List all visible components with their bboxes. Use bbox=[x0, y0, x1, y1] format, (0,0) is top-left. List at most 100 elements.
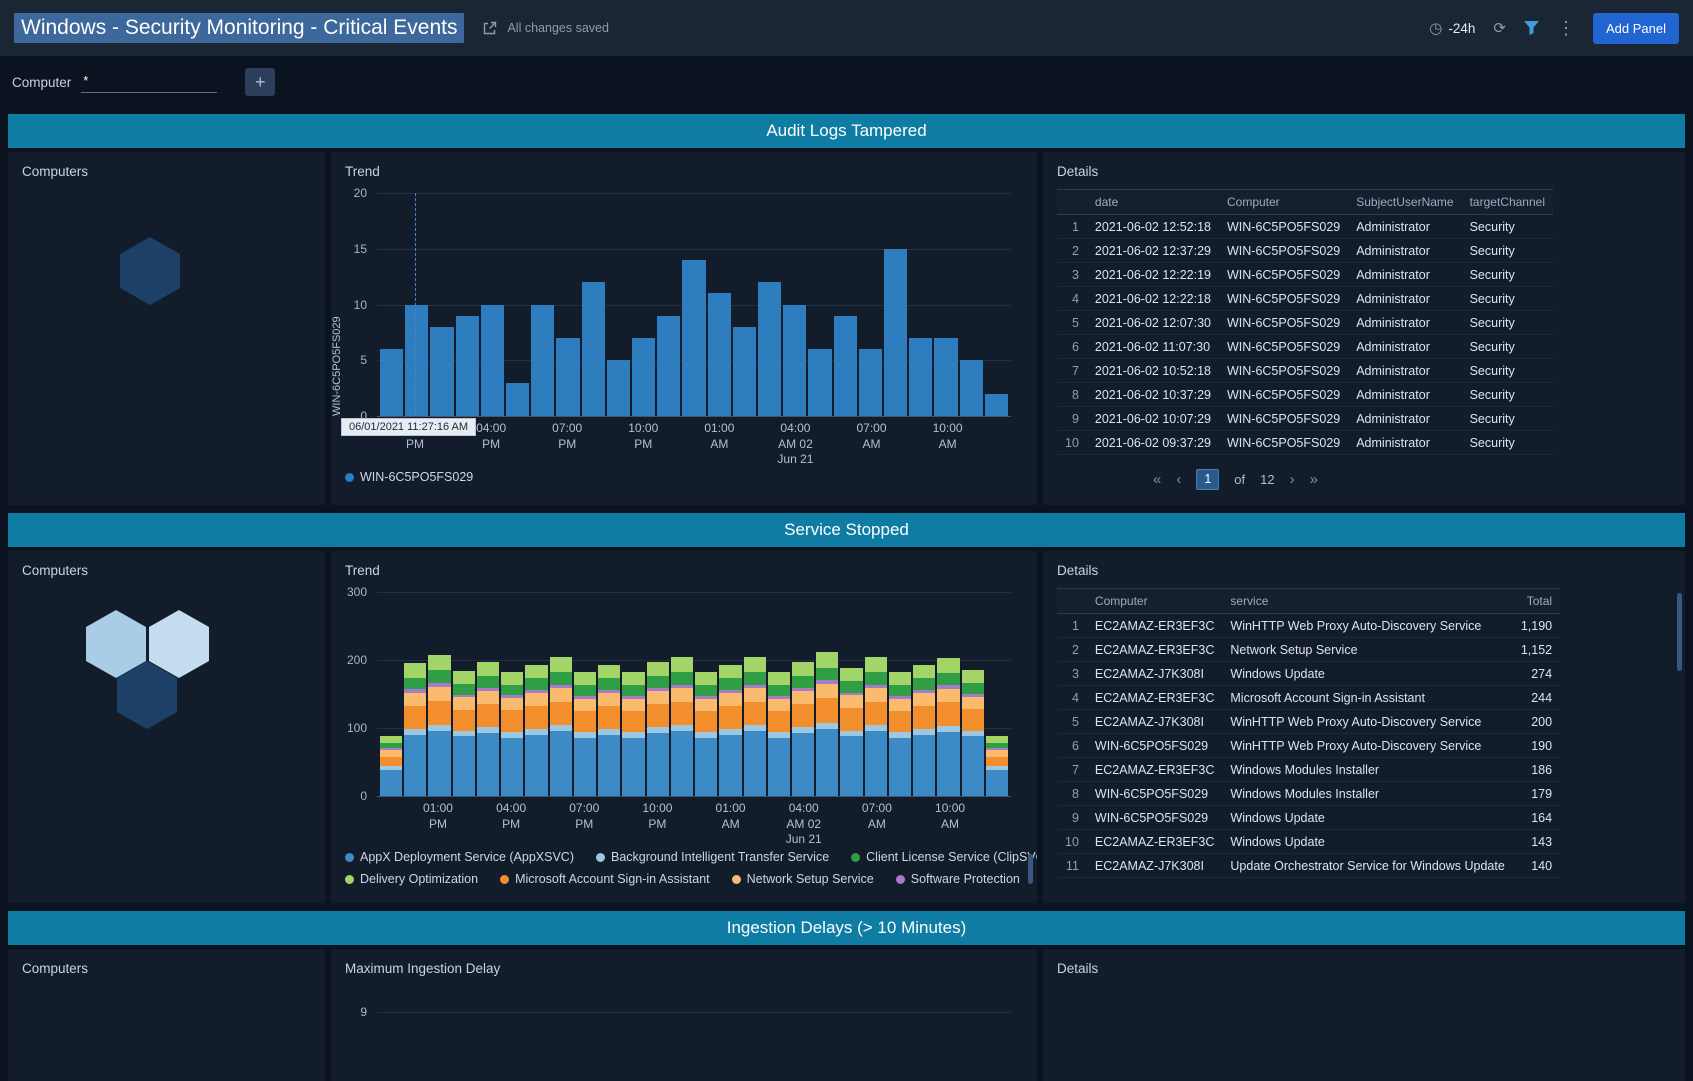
bar[interactable] bbox=[477, 592, 499, 796]
bar[interactable] bbox=[574, 592, 596, 796]
bar[interactable] bbox=[708, 193, 731, 416]
column-header[interactable]: targetChannel bbox=[1462, 190, 1553, 215]
bar[interactable] bbox=[682, 193, 705, 416]
bar[interactable] bbox=[859, 193, 882, 416]
bar[interactable] bbox=[531, 193, 554, 416]
bar[interactable] bbox=[719, 592, 741, 796]
bar[interactable] bbox=[632, 193, 655, 416]
bar[interactable] bbox=[937, 592, 959, 796]
computer-filter-input[interactable]: * bbox=[81, 71, 217, 93]
table-row[interactable]: 6WIN-6C5PO5FS029WinHTTP Web Proxy Auto-D… bbox=[1057, 734, 1560, 758]
dashboard-title[interactable]: Windows - Security Monitoring - Critical… bbox=[14, 13, 464, 43]
column-header[interactable]: Total bbox=[1513, 589, 1560, 614]
bar[interactable] bbox=[428, 592, 450, 796]
bar[interactable] bbox=[556, 193, 579, 416]
legend-item[interactable]: Background Intelligent Transfer Service bbox=[596, 850, 829, 864]
bar[interactable] bbox=[501, 592, 523, 796]
table-row[interactable]: 11EC2AMAZ-J7K308IUpdate Orchestrator Ser… bbox=[1057, 854, 1560, 878]
bar[interactable] bbox=[744, 592, 766, 796]
bar[interactable] bbox=[913, 592, 935, 796]
table-row[interactable]: 62021-06-02 11:07:30WIN-6C5PO5FS029Admin… bbox=[1057, 335, 1553, 359]
bar[interactable] bbox=[582, 193, 605, 416]
column-header[interactable]: date bbox=[1087, 190, 1219, 215]
bar[interactable] bbox=[889, 592, 911, 796]
bar[interactable] bbox=[834, 193, 857, 416]
first-page-button[interactable]: « bbox=[1153, 471, 1161, 488]
bar[interactable] bbox=[380, 592, 402, 796]
filter-icon[interactable] bbox=[1524, 21, 1539, 35]
bar[interactable] bbox=[453, 592, 475, 796]
bar[interactable] bbox=[657, 193, 680, 416]
column-header[interactable]: SubjectUserName bbox=[1348, 190, 1461, 215]
refresh-icon[interactable]: ⟳ bbox=[1493, 19, 1506, 37]
column-header[interactable] bbox=[1057, 190, 1087, 215]
last-page-button[interactable]: » bbox=[1310, 471, 1318, 488]
legend-item[interactable]: Microsoft Account Sign-in Assistant bbox=[500, 872, 710, 886]
bar[interactable] bbox=[909, 193, 932, 416]
bar[interactable] bbox=[380, 193, 403, 416]
table-row[interactable]: 3EC2AMAZ-J7K308IWindows Update274 bbox=[1057, 662, 1560, 686]
computer-hexagon[interactable] bbox=[120, 237, 180, 305]
bar[interactable] bbox=[607, 193, 630, 416]
current-page[interactable]: 1 bbox=[1196, 469, 1219, 490]
kebab-menu-icon[interactable]: ⋮ bbox=[1557, 18, 1575, 39]
share-icon[interactable] bbox=[482, 21, 497, 36]
bar[interactable] bbox=[758, 193, 781, 416]
table-row[interactable]: 9WIN-6C5PO5FS029Windows Update164 bbox=[1057, 806, 1560, 830]
bar[interactable] bbox=[962, 592, 984, 796]
table-row[interactable]: 7EC2AMAZ-ER3EF3CWindows Modules Installe… bbox=[1057, 758, 1560, 782]
next-page-button[interactable]: › bbox=[1290, 471, 1295, 488]
legend-item[interactable]: Client License Service (ClipSVC) bbox=[851, 850, 1037, 864]
add-filter-button[interactable]: + bbox=[245, 68, 275, 96]
bar[interactable] bbox=[783, 193, 806, 416]
time-range-button[interactable]: ◷ -24h bbox=[1429, 19, 1475, 37]
table-row[interactable]: 1EC2AMAZ-ER3EF3CWinHTTP Web Proxy Auto-D… bbox=[1057, 614, 1560, 638]
bar[interactable] bbox=[985, 193, 1008, 416]
bar[interactable] bbox=[733, 193, 756, 416]
table-row[interactable]: 72021-06-02 10:52:18WIN-6C5PO5FS029Admin… bbox=[1057, 359, 1553, 383]
bar[interactable] bbox=[960, 193, 983, 416]
prev-page-button[interactable]: ‹ bbox=[1176, 471, 1181, 488]
bar[interactable] bbox=[598, 592, 620, 796]
bar[interactable] bbox=[816, 592, 838, 796]
table-row[interactable]: 102021-06-02 09:37:29WIN-6C5PO5FS029Admi… bbox=[1057, 431, 1553, 455]
bar[interactable] bbox=[456, 193, 479, 416]
bar[interactable] bbox=[986, 592, 1008, 796]
details-scrollbar[interactable] bbox=[1677, 593, 1682, 671]
bar[interactable] bbox=[405, 193, 428, 416]
bar[interactable] bbox=[884, 193, 907, 416]
bar[interactable] bbox=[768, 592, 790, 796]
section-header-service-stopped[interactable]: Service Stopped bbox=[8, 513, 1685, 547]
table-row[interactable]: 8WIN-6C5PO5FS029Windows Modules Installe… bbox=[1057, 782, 1560, 806]
bar[interactable] bbox=[404, 592, 426, 796]
legend-item[interactable]: WIN-6C5PO5FS029 bbox=[345, 470, 473, 484]
column-header[interactable]: Computer bbox=[1087, 589, 1222, 614]
bar[interactable] bbox=[506, 193, 529, 416]
table-row[interactable]: 82021-06-02 10:37:29WIN-6C5PO5FS029Admin… bbox=[1057, 383, 1553, 407]
bar[interactable] bbox=[808, 193, 831, 416]
bar[interactable] bbox=[525, 592, 547, 796]
bar[interactable] bbox=[671, 592, 693, 796]
bar[interactable] bbox=[647, 592, 669, 796]
bar[interactable] bbox=[792, 592, 814, 796]
bar[interactable] bbox=[550, 592, 572, 796]
table-row[interactable]: 52021-06-02 12:07:30WIN-6C5PO5FS029Admin… bbox=[1057, 311, 1553, 335]
bar[interactable] bbox=[840, 592, 862, 796]
table-row[interactable]: 12021-06-02 12:52:18WIN-6C5PO5FS029Admin… bbox=[1057, 215, 1553, 239]
table-row[interactable]: 42021-06-02 12:22:18WIN-6C5PO5FS029Admin… bbox=[1057, 287, 1553, 311]
bar[interactable] bbox=[481, 193, 504, 416]
section-header-audit-logs-tampered[interactable]: Audit Logs Tampered bbox=[8, 114, 1685, 148]
table-row[interactable]: 22021-06-02 12:37:29WIN-6C5PO5FS029Admin… bbox=[1057, 239, 1553, 263]
table-row[interactable]: 32021-06-02 12:22:19WIN-6C5PO5FS029Admin… bbox=[1057, 263, 1553, 287]
add-panel-button[interactable]: Add Panel bbox=[1593, 13, 1679, 44]
table-row[interactable]: 2EC2AMAZ-ER3EF3CNetwork Setup Service1,1… bbox=[1057, 638, 1560, 662]
bar[interactable] bbox=[934, 193, 957, 416]
table-row[interactable]: 4EC2AMAZ-ER3EF3CMicrosoft Account Sign-i… bbox=[1057, 686, 1560, 710]
column-header[interactable]: Computer bbox=[1219, 190, 1348, 215]
section-header-ingestion-delays[interactable]: Ingestion Delays (> 10 Minutes) bbox=[8, 911, 1685, 945]
legend-item[interactable]: Delivery Optimization bbox=[345, 872, 478, 886]
column-header[interactable] bbox=[1057, 589, 1087, 614]
bar[interactable] bbox=[695, 592, 717, 796]
legend-scrollbar[interactable] bbox=[1028, 854, 1033, 884]
bar[interactable] bbox=[430, 193, 453, 416]
